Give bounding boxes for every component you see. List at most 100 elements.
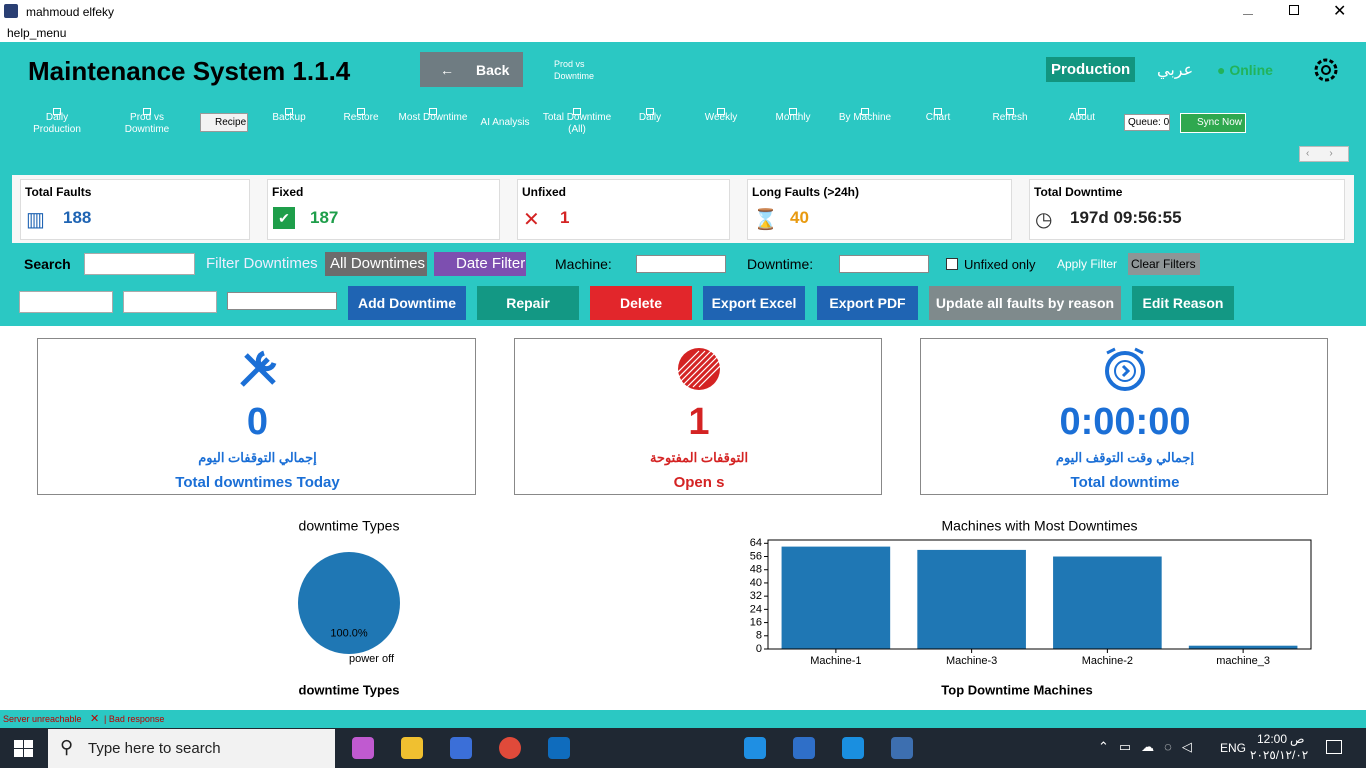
taskbar-app[interactable]: [744, 737, 766, 759]
apply-filter[interactable]: Apply Filter: [1057, 257, 1118, 271]
action-button[interactable]: Delete: [590, 286, 692, 320]
summary-card: 0 إجمالي التوقفات اليوم Total downtimes To…: [37, 338, 476, 495]
toolbar-button[interactable]: Most Downtime: [398, 112, 468, 123]
icon-stripe: [675, 350, 712, 388]
back-icon: ←: [440, 62, 454, 78]
all-downtimes[interactable]: All Downtimes: [325, 252, 427, 276]
clear-filters[interactable]: Clear Filters: [1128, 253, 1200, 275]
icon-stripe: [675, 350, 700, 376]
toolbar-button[interactable]: Refresh: [992, 112, 1028, 123]
back-label: Back: [476, 62, 510, 78]
bar: [781, 546, 891, 649]
card-arabic: إجمالي وقت التوقف اليوم: [1055, 450, 1195, 465]
search-input[interactable]: [84, 253, 195, 275]
machine-select[interactable]: [636, 255, 726, 273]
start-button[interactable]: [14, 740, 34, 758]
x-tick-label: Machine-3: [946, 655, 997, 667]
summary-card: 1 التوقفات المفتوحة Open s: [514, 338, 882, 495]
toolbar-icon: [53, 108, 61, 115]
stat-icon: ⌛: [753, 209, 778, 231]
response-status: | Bad response: [104, 714, 165, 724]
server-icon: ✕: [90, 713, 100, 725]
action-button[interactable]: Export PDF: [817, 286, 918, 320]
toolbar-button[interactable]: About: [1068, 112, 1096, 123]
start-logo: [24, 749, 33, 757]
taskbar-app[interactable]: [548, 737, 570, 759]
stat-icon: ✔: [273, 207, 295, 229]
prod-vs-link[interactable]: Prod vs Downtime: [554, 59, 595, 81]
maximize[interactable]: [1289, 5, 1299, 15]
menu-item[interactable]: help_menu: [7, 26, 67, 40]
taskbar-app[interactable]: [793, 737, 815, 759]
taskbar-app[interactable]: [352, 737, 374, 759]
start-logo: [14, 749, 23, 757]
clock-time: 12:00: [1257, 732, 1288, 746]
toolbar-button[interactable]: AI Analysis: [480, 117, 530, 128]
bar: [1188, 645, 1298, 649]
toolbar-button[interactable]: Prod vs Downtime: [124, 112, 170, 135]
minimize[interactable]: [1243, 5, 1253, 15]
action-button[interactable]: Export Excel: [703, 286, 805, 320]
production-badge[interactable]: Production: [1046, 57, 1136, 82]
back-button[interactable]: ← Back: [420, 52, 523, 87]
y-tick-label: 16: [750, 616, 762, 628]
app-title: Maintenance System 1.1.4: [28, 56, 351, 86]
machine-label: Machine:: [555, 256, 612, 272]
icon-stripe: [692, 356, 723, 388]
toolbar-icon: [1006, 108, 1014, 115]
taskbar-app[interactable]: [499, 737, 521, 759]
toolbar-button[interactable]: By Machine: [838, 112, 892, 123]
action-button[interactable]: Repair: [477, 286, 579, 320]
notifications[interactable]: [1326, 740, 1342, 754]
toolbar-button[interactable]: Recipe: [200, 113, 248, 132]
taskbar-search[interactable]: ⚲ Type here to search: [48, 729, 335, 768]
queue: Queue: 0: [1124, 114, 1170, 131]
toolbar-button[interactable]: Restore: [343, 112, 379, 123]
action-button[interactable]: Edit Reason: [1132, 286, 1234, 320]
stat-label: Total Faults: [25, 185, 92, 199]
y-tick-label: 64: [750, 537, 762, 549]
sync-button[interactable]: Sync Now: [1180, 113, 1246, 133]
icon-stripe: [675, 350, 706, 382]
menu-bar: [0, 22, 1366, 42]
gear: [1314, 58, 1338, 82]
stat-value: 40: [790, 208, 809, 227]
action-button[interactable]: Add Downtime: [348, 286, 466, 320]
action-button[interactable]: Update all faults by reason: [929, 286, 1121, 320]
close[interactable]: ✕: [1333, 3, 1347, 20]
search-placeholder: Type here to search: [88, 740, 221, 757]
stat-icon: ◷: [1035, 209, 1053, 231]
taskbar-app[interactable]: [891, 737, 913, 759]
input-language[interactable]: ENG: [1220, 741, 1247, 755]
settings[interactable]: [1312, 56, 1340, 84]
stat-label: Total Downtime: [1034, 185, 1123, 199]
input[interactable]: [19, 291, 113, 313]
language[interactable]: عربي: [1157, 62, 1194, 79]
toolbar-button[interactable]: Monthly: [775, 112, 811, 123]
card-arabic: التوقفات المفتوحة: [649, 450, 749, 465]
downtime-select[interactable]: [839, 255, 929, 273]
taskbar-app[interactable]: [401, 737, 423, 759]
x-tick-label: machine_3: [1216, 655, 1270, 667]
chart-title: Machines with Most Downtimes: [941, 518, 1137, 534]
toolbar-button[interactable]: Weekly: [704, 112, 738, 123]
stat-icon: ✕: [523, 209, 540, 231]
taskbar-app[interactable]: [450, 737, 472, 759]
date-filter[interactable]: Date Filter: [434, 252, 526, 276]
scroll-arrows[interactable]: ‹›: [1299, 146, 1349, 162]
y-tick-label: 32: [750, 590, 762, 602]
toolbar-button[interactable]: Daily Production: [33, 112, 81, 135]
chart-title: downtime Types: [299, 518, 400, 534]
select[interactable]: [227, 292, 337, 310]
pie-slice: [298, 552, 400, 654]
toolbar-button[interactable]: Chart: [925, 112, 951, 123]
toolbar-button[interactable]: Daily: [638, 112, 662, 123]
unfixed-checkbox[interactable]: [946, 258, 958, 270]
search-icon: ⚲: [60, 737, 74, 757]
toolbar-button[interactable]: Backup: [272, 112, 306, 123]
toolbar-icon: [717, 108, 725, 115]
taskbar-app[interactable]: [842, 737, 864, 759]
input[interactable]: [123, 291, 217, 313]
toolbar-button[interactable]: Total Downtime (All): [542, 112, 612, 135]
